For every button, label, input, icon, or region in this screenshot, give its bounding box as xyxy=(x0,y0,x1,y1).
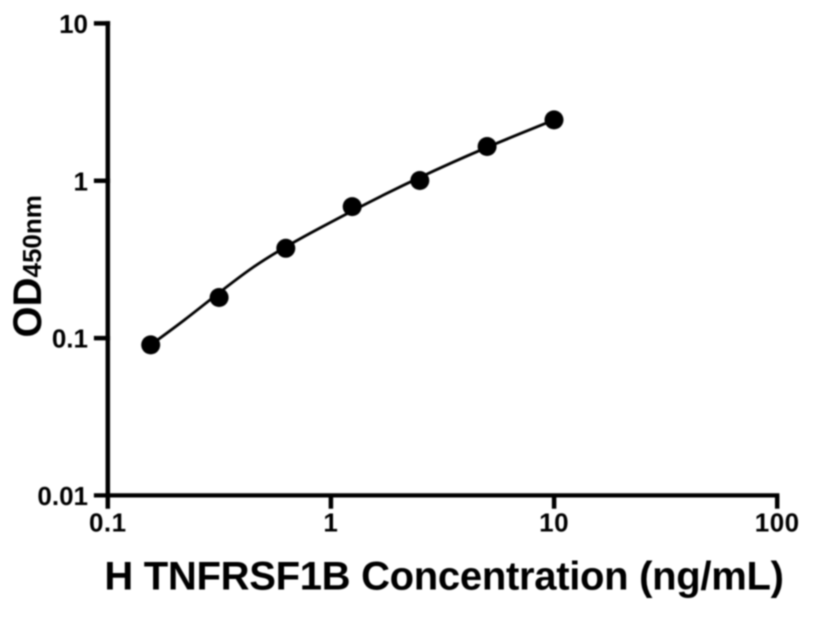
svg-text:10: 10 xyxy=(59,9,88,39)
svg-text:1: 1 xyxy=(323,508,338,538)
svg-text:0.1: 0.1 xyxy=(52,324,88,354)
svg-text:10: 10 xyxy=(539,508,569,538)
svg-text:0.01: 0.01 xyxy=(37,481,88,511)
svg-text:H TNFRSF1B Concentration (ng/m: H TNFRSF1B Concentration (ng/mL) xyxy=(104,555,783,599)
svg-text:0.1: 0.1 xyxy=(89,508,127,538)
svg-text:OD450nm: OD450nm xyxy=(6,195,50,337)
svg-text:100: 100 xyxy=(755,508,800,538)
svg-text:1: 1 xyxy=(74,166,88,196)
